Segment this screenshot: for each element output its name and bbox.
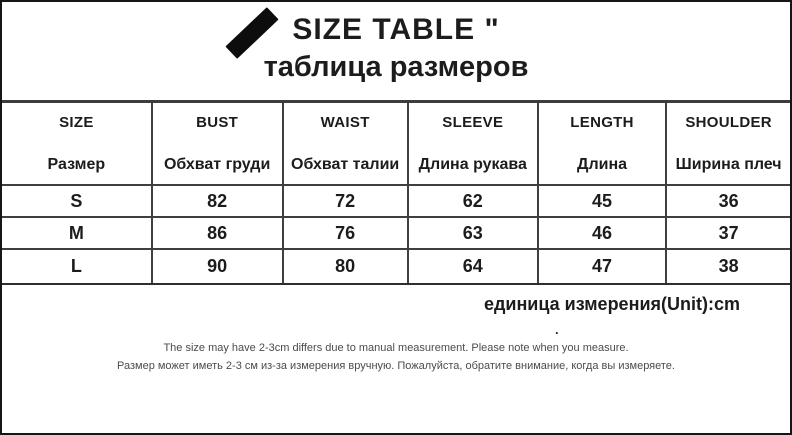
cell-bust: 86 [150,216,284,250]
col-header-bust-ru: Обхват груди [163,155,271,173]
col-header-bust: BUST Обхват груди [150,102,284,186]
unit-label: единица измерения(Unit):cm [483,294,740,314]
col-header-size-en: SIZE [59,113,94,131]
cell-sleeve: 63 [406,216,539,250]
col-header-sleeve-en: SLEEVE [442,113,504,131]
col-header-length-en: LENGTH [570,113,634,131]
cell-sleeve: 64 [406,248,539,284]
col-header-size-ru: Размер [47,155,106,173]
col-header-size: SIZE Размер [2,102,153,186]
cell-length: 45 [536,184,668,218]
cell-shoulder: 37 [665,216,790,250]
cell-waist: 76 [281,216,409,250]
page-title-ru: таблица размеров [263,51,529,83]
col-header-shoulder-en: SHOULDER [685,113,772,131]
cell-waist: 80 [281,248,409,284]
cell-size: M [2,216,153,250]
table-row-m: M 86 76 63 46 37 [2,216,790,250]
cell-bust: 82 [150,184,284,218]
cell-bust: 90 [150,248,284,284]
cell-sleeve: 62 [406,184,539,218]
col-header-sleeve-ru: Длина рукава [418,155,527,173]
size-table: SIZE Размер BUST Обхват груди WAIST Обхват … [2,102,790,284]
col-header-waist: WAIST Обхват талии [281,102,409,186]
col-header-sleeve: SLEEVE Длина рукава [406,102,539,186]
col-header-length-ru: Длина [577,155,628,173]
cell-size: L [2,248,153,284]
table-row-l: L 90 80 64 47 38 [2,248,790,284]
title-section: SIZE TABLE " таблица размеров [2,2,790,103]
brush-slash-icon [225,7,279,59]
header-row: SIZE Размер BUST Обхват груди WAIST Обхват … [2,102,790,186]
col-header-shoulder: SHOULDER Ширина плеч [665,102,790,186]
cell-length: 47 [536,248,668,284]
cell-size: S [2,184,153,218]
cell-waist: 72 [281,184,409,218]
measurement-notes: The size may have 2-3cm differs due to m… [2,340,790,375]
cell-shoulder: 38 [665,248,790,284]
col-header-shoulder-ru: Ширина плеч [675,155,782,173]
size-table-wrap: SIZE Размер BUST Обхват груди WAIST Обхват … [2,102,790,285]
col-header-length: LENGTH Длина [536,102,668,186]
page-title-en: SIZE TABLE " [292,13,500,46]
col-header-bust-en: BUST [196,113,239,131]
note-ru: Размер может иметь 2-3 см из-за измерени… [117,359,675,372]
col-header-waist-en: WAIST [320,113,370,131]
cell-shoulder: 36 [665,184,790,218]
cell-length: 46 [536,216,668,250]
col-header-waist-ru: Обхват талии [291,155,400,173]
table-row-s: S 82 72 62 45 36 [2,184,790,218]
unit-dot: . [555,322,559,337]
note-en: The size may have 2-3cm differs due to m… [163,342,629,354]
